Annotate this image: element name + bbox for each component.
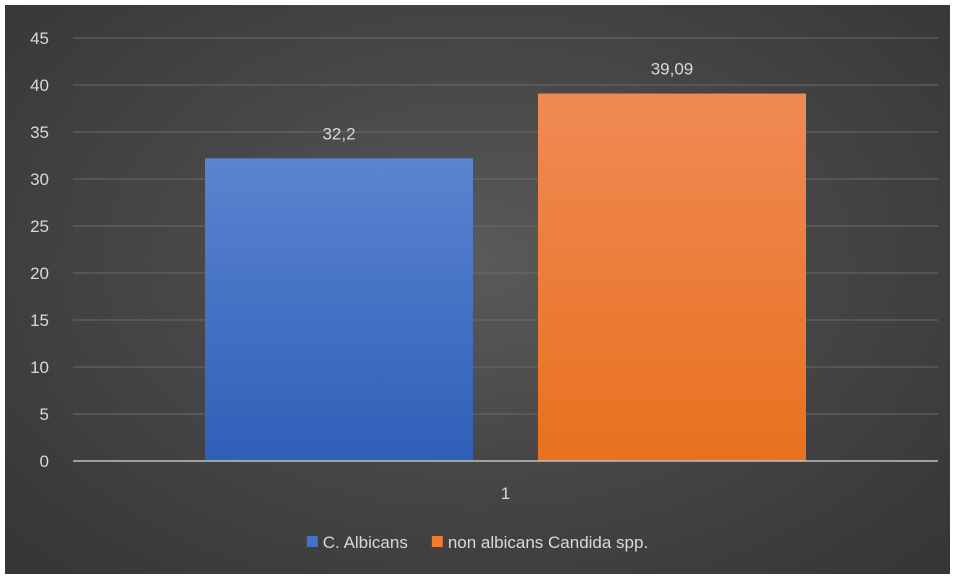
- legend-label: non albicans Candida spp.: [448, 533, 648, 552]
- y-tick-label: 20: [30, 264, 49, 283]
- legend: C. Albicans non albicans Candida spp.: [306, 533, 648, 552]
- data-labels: 32,2 39,09: [322, 60, 693, 144]
- legend-item: non albicans Candida spp.: [431, 533, 648, 552]
- bar-c-albicans: [205, 158, 473, 461]
- gridlines: [73, 37, 938, 415]
- bars: [205, 93, 806, 461]
- y-tick-label: 30: [30, 170, 49, 189]
- y-tick-label: 5: [40, 405, 49, 424]
- data-label: 39,09: [651, 60, 694, 79]
- y-tick-label: 40: [30, 76, 49, 95]
- x-axis-tick-labels: 1: [501, 484, 510, 503]
- x-tick-label: 1: [501, 484, 510, 503]
- y-tick-label: 10: [30, 358, 49, 377]
- y-axis-tick-labels: 0 5 10 15 20 25 30 35 40 45: [30, 29, 49, 471]
- y-tick-label: 35: [30, 123, 49, 142]
- y-tick-label: 45: [30, 29, 49, 48]
- legend-label: C. Albicans: [323, 533, 408, 552]
- legend-item: C. Albicans: [306, 533, 408, 552]
- y-tick-label: 0: [40, 452, 49, 471]
- y-tick-label: 25: [30, 217, 49, 236]
- data-label: 32,2: [322, 124, 355, 143]
- bar-non-albicans-candida-spp: [538, 93, 806, 461]
- legend-swatch: [431, 536, 443, 547]
- chart-area: 0 5 10 15 20 25 30 35 40 45 32,2 39,09 1 C. Albica…: [5, 5, 950, 574]
- legend-swatch: [306, 536, 318, 547]
- bar-chart: 0 5 10 15 20 25 30 35 40 45 32,2 39,09 1 C. Albica…: [30, 29, 938, 552]
- y-tick-label: 15: [30, 311, 49, 330]
